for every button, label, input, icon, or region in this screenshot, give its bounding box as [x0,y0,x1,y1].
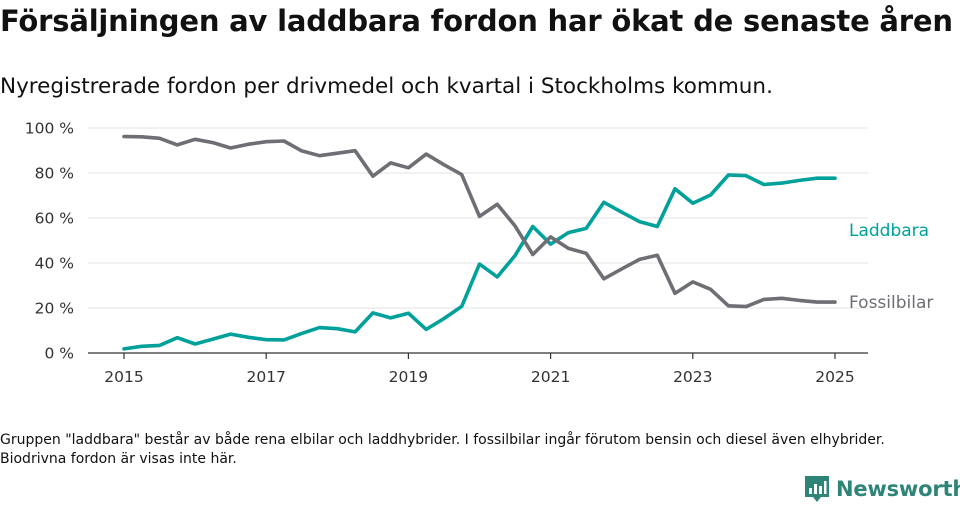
x-tick-label: 2019 [389,368,428,386]
line-chart: 0 % 20 % 40 % 60 % 80 % 100 % 2015 2017 2019 202… [25,120,934,387]
brand-logo[interactable]: Newsworthy [804,474,960,504]
x-axis: 2015 2017 2019 2021 2023 2025 [88,352,868,386]
x-tick-label: 2025 [815,368,854,386]
series-lines [122,134,837,351]
x-tick-label: 2015 [104,368,143,386]
series-label-laddbara: Laddbara [849,221,929,241]
bar-chart-flag-icon [805,476,829,502]
x-tick-label: 2021 [531,368,570,386]
y-tick-label: 0 % [44,345,74,363]
series-line-laddbara [122,173,837,351]
y-tick-label: 20 % [35,300,74,318]
brand-name: Newsworthy [836,477,960,501]
footnote: Gruppen "laddbara" består av både rena e… [0,432,885,467]
gridlines [88,127,868,309]
series-end-labels: Laddbara Fossilbilar [849,221,933,313]
chart-subtitle: Nyregistrerade fordon per drivmedel och … [0,74,773,99]
y-tick-label: 80 % [35,165,74,183]
series-label-fossilbilar: Fossilbilar [849,293,933,313]
y-axis-ticks: 0 % 20 % 40 % 60 % 80 % 100 % [25,120,74,363]
chart-title: Försäljningen av laddbara fordon har öka… [0,4,953,38]
y-tick-label: 60 % [35,210,74,228]
x-tick-label: 2023 [673,368,712,386]
y-tick-label: 40 % [35,255,74,273]
x-tick-label: 2017 [246,368,285,386]
y-tick-label: 100 % [25,120,74,138]
series-line-fossilbilar [122,134,837,309]
